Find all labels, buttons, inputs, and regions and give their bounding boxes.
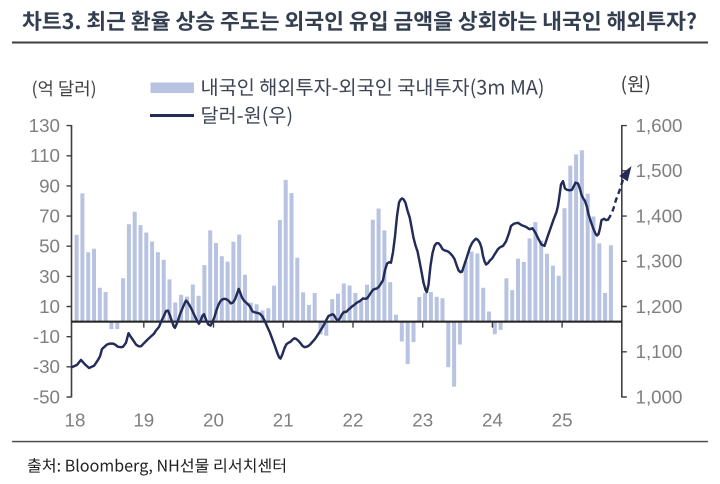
svg-text:1,600: 1,600 bbox=[636, 115, 683, 136]
svg-text:24: 24 bbox=[482, 410, 503, 431]
svg-text:50: 50 bbox=[39, 236, 60, 257]
svg-text:1,200: 1,200 bbox=[636, 296, 683, 317]
svg-text:70: 70 bbox=[39, 206, 60, 227]
svg-text:23: 23 bbox=[412, 410, 433, 431]
svg-text:21: 21 bbox=[273, 410, 294, 431]
svg-text:1,400: 1,400 bbox=[636, 206, 683, 227]
svg-text:1,000: 1,000 bbox=[636, 386, 683, 407]
svg-text:22: 22 bbox=[343, 410, 364, 431]
svg-text:10: 10 bbox=[39, 296, 60, 317]
svg-text:1,100: 1,100 bbox=[636, 341, 683, 362]
svg-text:-50: -50 bbox=[33, 386, 60, 407]
svg-text:19: 19 bbox=[133, 410, 154, 431]
svg-text:-30: -30 bbox=[33, 356, 60, 377]
svg-text:1,300: 1,300 bbox=[636, 251, 683, 272]
svg-text:90: 90 bbox=[39, 175, 60, 196]
svg-text:1,500: 1,500 bbox=[636, 160, 683, 181]
svg-text:25: 25 bbox=[552, 410, 573, 431]
svg-text:110: 110 bbox=[30, 145, 60, 166]
svg-text:18: 18 bbox=[65, 410, 86, 431]
svg-text:130: 130 bbox=[29, 115, 60, 136]
svg-text:-10: -10 bbox=[33, 326, 60, 347]
svg-text:30: 30 bbox=[39, 266, 60, 287]
svg-text:20: 20 bbox=[203, 410, 224, 431]
